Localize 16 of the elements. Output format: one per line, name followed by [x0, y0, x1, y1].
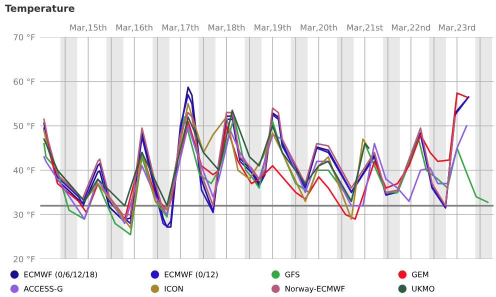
x-tick-label: Mar,17th — [162, 24, 198, 32]
x-tick-label: Mar,22nd — [392, 24, 430, 32]
x-tick-label: Mar,20th — [300, 24, 337, 32]
x-tick-label: Mar,18th — [208, 24, 245, 32]
y-tick-label: 20 °F — [14, 256, 35, 262]
y-tick-label: 30 °F — [14, 212, 35, 218]
x-tick-label: Mar,19th — [254, 24, 291, 32]
y-tick-label: 50 °F — [14, 122, 35, 130]
x-tick-label: Mar,23rd — [439, 24, 476, 32]
chart-title: Temperature — [5, 4, 74, 14]
x-tick-label: Mar,16th — [116, 24, 152, 32]
x-tick-label: Mar,15th — [70, 24, 106, 32]
x-tick-label: Mar,21st — [347, 24, 383, 32]
y-tick-label: 70 °F — [14, 34, 35, 40]
y-tick-label: 40 °F — [14, 167, 35, 174]
y-tick-label: 60 °F — [14, 78, 35, 85]
